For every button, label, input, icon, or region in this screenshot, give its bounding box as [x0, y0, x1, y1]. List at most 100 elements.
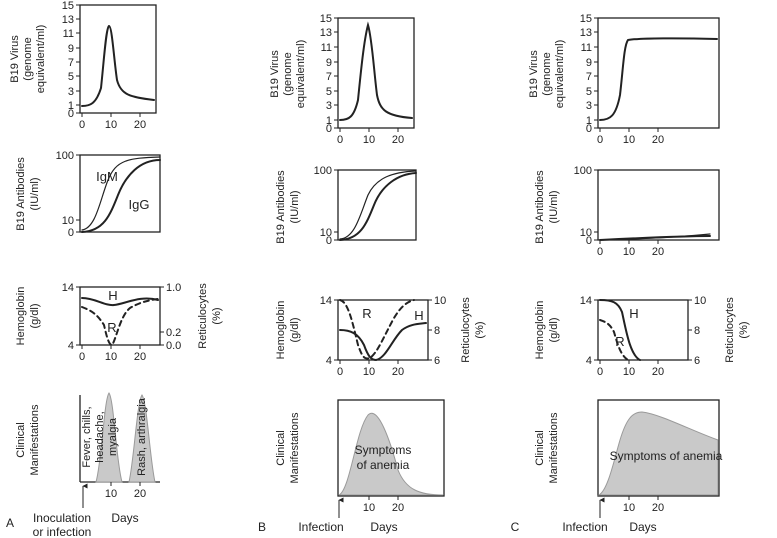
panel-c-retic-axis-label-line: Reticulocytes	[724, 297, 736, 363]
panel-a-hemo-axis-label-line: (g/dl)	[29, 303, 41, 328]
panel-b-days-label: Days	[370, 520, 397, 534]
panel-a-hemo-axis-label-line: Hemoglobin	[15, 287, 27, 346]
panel-a-retic-axis-label-line: Reticulocytes	[197, 283, 209, 349]
panel-c-retic-tick: 6	[694, 355, 700, 367]
panel-c-virus-x-tick: 0	[597, 134, 603, 146]
panel-b-retic-axis-label-line: Reticulocytes	[460, 297, 472, 363]
panel-c-hemo-axis-label-line: Hemoglobin	[534, 301, 546, 360]
panel-c-symptom-text: Symptoms of anemia	[610, 449, 723, 463]
panel-a-event-label: Inoculation	[33, 511, 91, 525]
panel-a-hemo-x-tick: 10	[105, 351, 117, 363]
panel-b-viremia-curve	[339, 21, 413, 121]
panel-a-hemo-frame	[79, 286, 161, 346]
panel-c-hemoglobin-curve	[599, 299, 641, 361]
panel-c-antibody-x-tick: 0	[597, 246, 603, 258]
panel-a-virus-y-tick: 15	[62, 0, 74, 12]
panel-c-antibody-frame	[597, 169, 720, 241]
panel-c-virus-axis-label-line: B19 Virus	[528, 50, 540, 98]
panel-b-virus-y-tick: 5	[326, 86, 332, 98]
panel-a-r-label: R	[107, 320, 116, 335]
panel-c-clinical-axis-label-line: Manifestations	[548, 412, 560, 483]
panel-b-event-label: Infection	[298, 520, 343, 534]
panel-a-antibody-frame	[79, 154, 161, 233]
panel-b-virus-y-tick: 15	[320, 13, 332, 25]
panel-b-hemo-axis-label-line: (g/dl)	[289, 317, 301, 342]
panel-b-clinical-axis-label-line: Clinical	[275, 430, 287, 465]
panel-c-hemo-axis-label-line: (g/dl)	[548, 317, 560, 342]
panel-a-symptom-text-1-line: headache,	[94, 411, 106, 462]
panel-a-retic-tick: 1.0	[166, 282, 181, 294]
panel-b-virus-frame	[337, 17, 415, 129]
panel-a-symptom-text-1-line: myalgia	[107, 417, 119, 456]
panel-c-virus-x-tick: 10	[623, 134, 635, 146]
panel-c-virus-y-tick: 1	[586, 115, 592, 127]
panel-b-virus-x-tick: 10	[363, 134, 375, 146]
panel-c-virus-x-tick: 20	[652, 134, 664, 146]
panel-b-hemo-x-tick: 10	[363, 366, 375, 378]
panel-a-hemo-x-tick: 20	[134, 351, 146, 363]
panel-a-virus-y-tick: 13	[62, 14, 74, 26]
panel-b-virus-axis-label-line: equivalent/ml)	[295, 40, 307, 108]
panel-c-antibody-y-tick: 0	[586, 235, 592, 247]
panel-c-virus-axis-label-line: (genome	[541, 52, 553, 95]
panel-b-virus-y-tick: 0	[326, 123, 332, 135]
panel-c-virus-frame	[597, 17, 720, 129]
panel-b-retic-axis-label-line: (%)	[474, 321, 486, 338]
panel-c-letter: C	[511, 520, 520, 534]
panel-c-hemo-x-tick: 0	[597, 366, 603, 378]
panel-a-igg-label: IgG	[129, 197, 150, 212]
panel-c-days-label: Days	[629, 520, 656, 534]
panel-b-r-label: R	[362, 306, 371, 321]
panel-b-antibody-axis-label-line: B19 Antibodies	[275, 170, 287, 244]
panel-c-retic-tick: 10	[694, 295, 706, 307]
panel-a-clinical-x-tick: 10	[105, 488, 117, 500]
panel-b-virus-y-tick: 11	[321, 42, 332, 54]
panel-a-hemoglobin-curve	[81, 297, 159, 307]
panel-c-virus-y-tick: 13	[580, 27, 592, 39]
panel-c-symptom-area	[597, 411, 719, 496]
panel-a-virus-y-tick: 1	[68, 100, 74, 112]
panel-a-virus-y-tick: 5	[68, 71, 74, 83]
panel-a-antibody-axis-label-line: (IU/ml)	[29, 178, 41, 211]
panel-c-virus-axis-label-line: equivalent/ml)	[554, 40, 566, 108]
panel-c-retic-tick: 8	[694, 325, 700, 337]
panel-c-antibody-x-tick: 20	[652, 246, 664, 258]
panel-a-reticulocyte-curve	[81, 298, 159, 347]
panel-b-retic-tick: 10	[434, 295, 446, 307]
panel-b-hemo-y-tick: 14	[320, 295, 332, 307]
panel-c-antibody-x-tick: 10	[623, 246, 635, 258]
panel-b-virus-axis-label-line: (genome	[282, 52, 294, 95]
panel-b-hemo-x-tick: 20	[392, 366, 404, 378]
panel-b-antibody-frame	[337, 169, 417, 241]
panel-b-clinical-x-tick: 10	[363, 502, 375, 514]
panel-a-hemo-y-tick: 14	[62, 282, 74, 294]
panel-b-virus-x-tick: 0	[337, 134, 343, 146]
panel-a-virus-y-tick: 7	[68, 57, 74, 69]
panel-a-hemo-y-tick: 4	[68, 340, 74, 352]
panel-a-h-label: H	[108, 288, 117, 303]
panel-c-clinical-axis-label-line: Clinical	[534, 430, 546, 465]
panel-a-igm-label: IgM	[96, 169, 118, 184]
panel-a-virus-x-tick: 10	[105, 119, 117, 131]
panel-c-virus-y-tick: 9	[586, 57, 592, 69]
panel-a-antibody-y-tick: 10	[62, 215, 74, 227]
panel-a-virus-axis-label-line: equivalent/ml)	[35, 25, 47, 93]
panel-b-symptom-text: Symptoms	[355, 443, 412, 457]
panel-a-symptom-text-2-line: Rash, arthralgia	[136, 397, 148, 476]
panel-b-virus-x-tick: 20	[392, 134, 404, 146]
panel-c-retic-axis-label-line: (%)	[738, 321, 750, 338]
panel-a-virus-frame	[79, 4, 157, 114]
panel-c-viremia-curve	[599, 37, 718, 121]
panel-a-viremia-curve	[81, 24, 155, 107]
panel-b-clinical-frame	[337, 399, 445, 497]
panel-c-virus-y-tick: 15	[580, 13, 592, 25]
panel-c-virus-y-tick: 11	[581, 42, 592, 54]
panel-b-reticulocyte-curve	[339, 299, 415, 360]
panel-c-virus-y-tick: 5	[586, 86, 592, 98]
panel-a-symptom-area-1	[95, 392, 123, 483]
panel-b-virus-axis-label-line: B19 Virus	[269, 50, 281, 98]
panel-b-virus-y-tick: 13	[320, 27, 332, 39]
panel-b-igg-curve	[339, 172, 417, 241]
panel-b-virus-y-tick: 3	[326, 100, 332, 112]
panel-c-event-label: Infection	[562, 520, 607, 534]
